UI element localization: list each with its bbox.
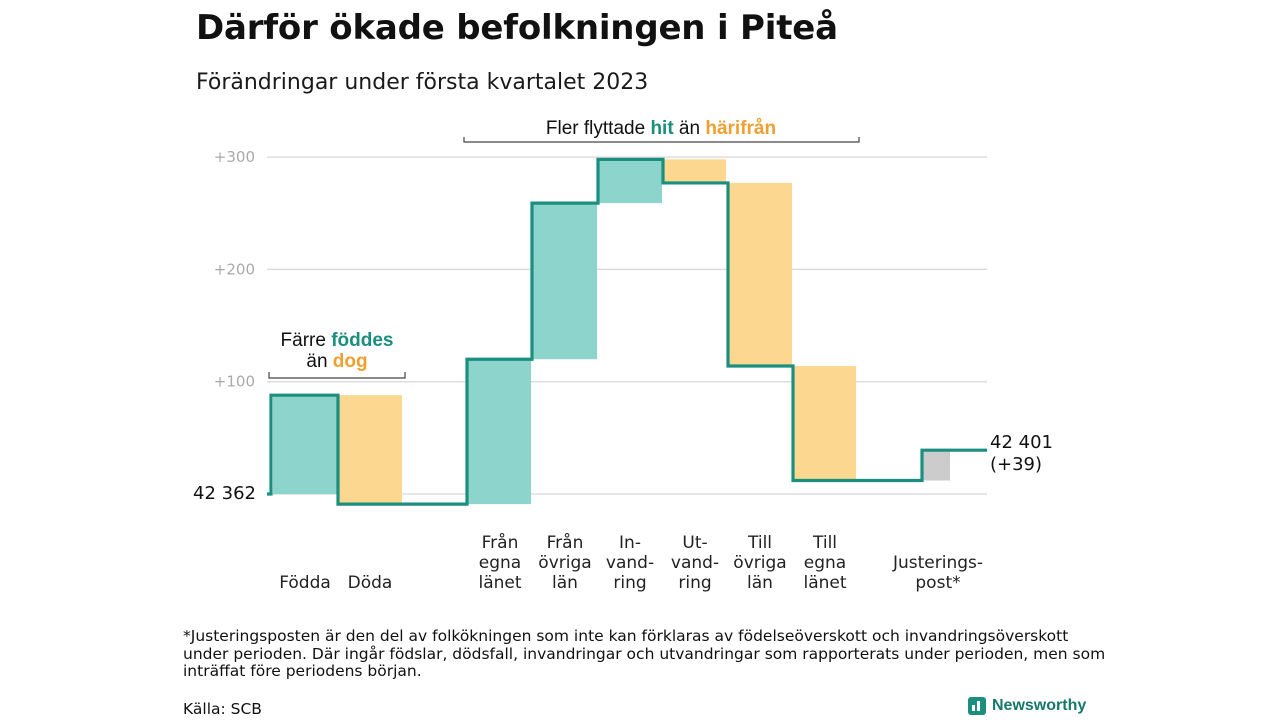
x-category-label: Från egna länet <box>478 532 521 593</box>
end-change-label: (+39) <box>990 454 1042 475</box>
x-category-label: Justerings-post* <box>892 553 983 593</box>
chart-subtitle: Förändringar under första kvartalet 2023 <box>196 70 649 95</box>
brand-name: Newsworthy <box>992 697 1087 714</box>
chart-title: Därför ökade befolkningen i Piteå <box>196 8 838 48</box>
brand-logo[interactable]: Newsworthy <box>968 697 1086 715</box>
cumulative-step-line <box>267 157 987 506</box>
x-category-label: Döda <box>348 573 393 593</box>
waterfall-bar <box>532 203 597 360</box>
annotation-births-deaths: Färre föddes <box>281 330 394 351</box>
source-label: Källa: SCB <box>183 700 262 718</box>
waterfall-bar <box>663 159 726 183</box>
waterfall-bar <box>598 159 662 204</box>
annotation-bracket <box>463 137 860 143</box>
waterfall-bar <box>922 450 950 481</box>
y-tick-label: +300 <box>214 148 255 166</box>
waterfall-bar <box>728 182 792 366</box>
bar-chart-icon <box>968 697 986 715</box>
annotation-migration: Fler flyttade hit än härifrån <box>546 118 776 139</box>
waterfall-bar <box>273 395 337 494</box>
annotation-bracket <box>268 372 406 379</box>
annotation-births-deaths-line2: än dog <box>306 351 367 372</box>
y-tick-label: +100 <box>214 373 255 391</box>
waterfall-bar <box>793 365 856 481</box>
x-category-label: In-vand-ring <box>606 533 654 593</box>
x-category-label: Till övriga län <box>733 533 786 593</box>
footnote: *Justeringsposten är den del av folkökni… <box>183 627 1106 680</box>
waterfall-bar <box>467 359 531 505</box>
x-category-label: Till egna länet <box>803 533 846 593</box>
end-value-label: 42 401 <box>990 432 1053 453</box>
x-category-label: Ut-vand-ring <box>671 533 719 593</box>
start-value-label: 42 362 <box>193 483 256 504</box>
waterfall-chart: +100 +200 +300 42 362 42 401(+39) Födda Döda Fr… <box>193 118 1053 593</box>
x-category-label: Från övriga län <box>538 532 591 593</box>
waterfall-bar <box>338 395 402 505</box>
x-category-label: Födda <box>279 573 331 593</box>
y-tick-label: +200 <box>214 260 255 278</box>
